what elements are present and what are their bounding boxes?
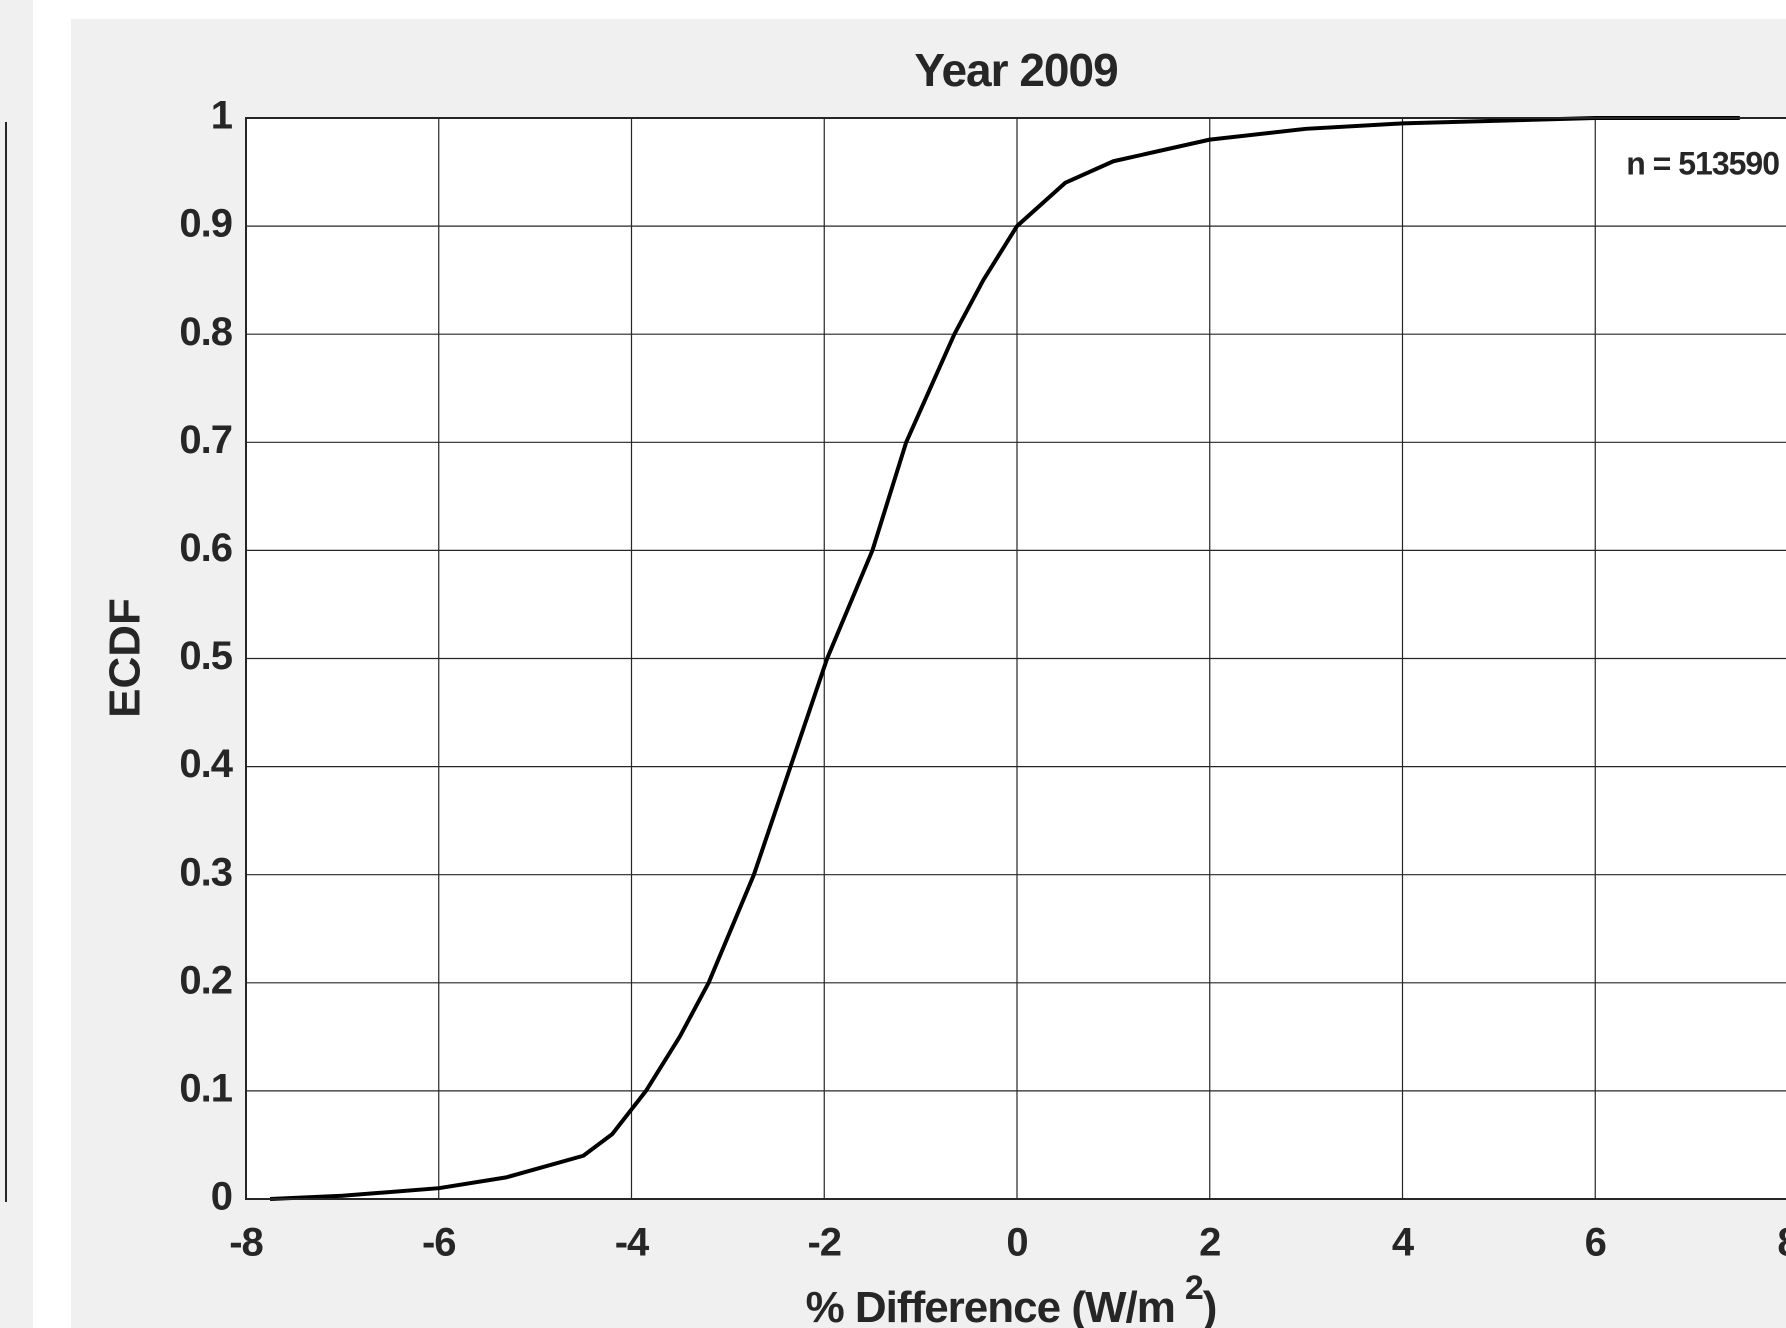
x-tick-label: 2 xyxy=(1199,1221,1220,1265)
y-tick-label: 0.5 xyxy=(179,634,232,678)
y-tick-label: 0 xyxy=(211,1175,232,1219)
x-axis-label-text: % Difference (W/m xyxy=(806,1283,1175,1328)
y-tick-label: 0.4 xyxy=(179,742,233,786)
x-axis-label: % Difference (W/m 2) xyxy=(806,1269,1217,1328)
plot-box xyxy=(245,117,1786,1200)
x-tick-label: 4 xyxy=(1392,1221,1415,1265)
x-tick-label: 6 xyxy=(1585,1221,1606,1265)
y-tick-label: 1 xyxy=(211,94,233,138)
x-axis-label-end: ) xyxy=(1203,1283,1217,1328)
y-tick-label: 0.2 xyxy=(179,958,232,1002)
y-tick-label: 0.7 xyxy=(179,418,232,462)
y-tick-label: 0.3 xyxy=(179,850,232,894)
y-tick-label: 0.8 xyxy=(179,310,232,354)
y-axis-label: ECDF xyxy=(101,598,150,718)
ecdf-line xyxy=(270,116,1740,1201)
left-panel xyxy=(0,0,33,1328)
y-tick-label: 0.1 xyxy=(179,1066,232,1110)
x-axis-label-sup: 2 xyxy=(1185,1269,1203,1307)
x-tick-label: -6 xyxy=(422,1221,456,1265)
x-tick-label: -2 xyxy=(807,1221,841,1265)
x-tick-label: -4 xyxy=(615,1221,650,1265)
y-tick-label: 0.9 xyxy=(179,202,232,246)
x-tick-label: 8 xyxy=(1777,1221,1786,1265)
x-tick-label: 0 xyxy=(1006,1221,1027,1265)
annotation: n = 513590 xyxy=(1626,145,1779,181)
chart-title: Year 2009 xyxy=(914,44,1117,96)
marks xyxy=(270,116,1740,1201)
x-tick-label: -8 xyxy=(229,1221,263,1265)
y-tick-label: 0.6 xyxy=(179,526,232,570)
